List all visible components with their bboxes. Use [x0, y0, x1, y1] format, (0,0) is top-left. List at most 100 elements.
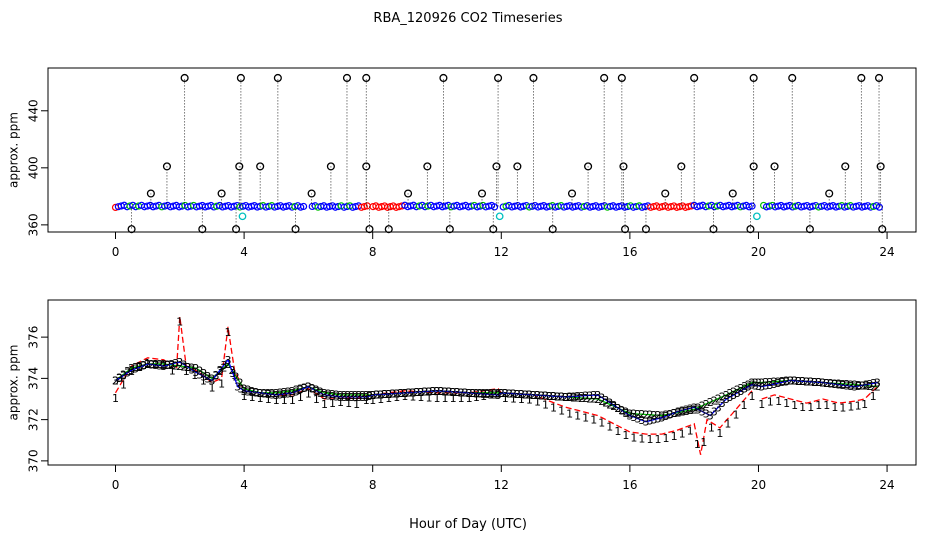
series-point-3: 3: [626, 410, 633, 423]
series-point-3: 3: [695, 403, 702, 416]
series-point-3: 3: [160, 360, 167, 373]
series-point-3: 3: [265, 388, 272, 401]
outlier-point: [746, 225, 755, 234]
series-point-3: 3: [835, 379, 842, 392]
series-point-3: 3: [156, 359, 163, 372]
series-point-2: 2: [188, 362, 195, 375]
series-point-1: 1: [671, 430, 678, 443]
figure-title: RBA_120926 CO2 Timeseries: [373, 11, 562, 26]
series-point-1: 1: [510, 393, 517, 406]
series-point-1: 1: [590, 413, 597, 426]
series-point-1: 1: [363, 394, 370, 407]
outlier-point: [307, 189, 316, 198]
series-point-1: 1: [870, 390, 877, 403]
series-point-3: 3: [168, 358, 175, 371]
series-point-2: 2: [691, 403, 698, 416]
series-point-3: 3: [642, 416, 649, 429]
series-point-2: 2: [176, 360, 183, 373]
series-point-2: 2: [269, 387, 276, 400]
outlier-point: [876, 162, 885, 171]
series-point-1: 1: [191, 369, 198, 382]
series-point-3: 3: [719, 397, 726, 410]
series-point-3: 3: [413, 386, 420, 399]
outlier-point: [617, 73, 626, 83]
series-point-3: 3: [249, 386, 256, 399]
series-point-3: 3: [469, 387, 476, 400]
series-point-3: 3: [405, 387, 412, 400]
outlier-point: [874, 73, 884, 83]
series-point-1: 1: [663, 432, 670, 445]
series-point-1: 1: [758, 398, 765, 411]
series-point-3: 3: [257, 387, 264, 400]
series-point-2: 2: [707, 396, 714, 409]
x-tick-label: 24: [879, 245, 894, 259]
series-point-1: 1: [409, 390, 416, 403]
series-point-1: 1: [861, 398, 868, 411]
outlier-point: [584, 162, 593, 171]
series-point-3: 3: [506, 387, 513, 400]
series-point-3: 3: [348, 391, 355, 404]
series-point-1: 1: [630, 432, 637, 445]
series-point-3: 3: [498, 387, 505, 400]
series-point-2: 2: [715, 392, 722, 405]
outlier-point: [362, 73, 371, 83]
series-point-1: 1: [458, 392, 465, 405]
series-point-3: 3: [277, 388, 284, 401]
series-point-2: 2: [866, 380, 873, 393]
series-point-1: 1: [534, 395, 541, 408]
series-point-3: 3: [352, 391, 359, 404]
series-point-3: 3: [241, 385, 248, 398]
series-point-2: 2: [741, 380, 748, 393]
series-point-2: 2: [723, 389, 730, 402]
series-point-1: 1: [749, 390, 756, 403]
series-point-2: 2: [196, 365, 203, 378]
series-point-3: 3: [538, 389, 545, 402]
series-point-2: 2: [771, 376, 778, 389]
outlier-point: [162, 162, 171, 171]
series-point-3: 3: [148, 358, 155, 371]
outlier-point: [494, 73, 503, 83]
series-point-3: 3: [530, 389, 537, 402]
outlier-point: [728, 189, 737, 198]
series-point-3: 3: [586, 389, 593, 402]
series-point-2: 2: [683, 405, 690, 418]
series-point-3: 3: [313, 385, 320, 398]
series-point-1: 1: [345, 397, 352, 410]
series-point-2: 2: [598, 395, 605, 408]
x-tick-label: 12: [494, 478, 509, 492]
series-point-1: 1: [329, 397, 336, 410]
series-point-1: 1: [473, 391, 480, 404]
series-point-2: 2: [606, 398, 613, 411]
series-point-2: 2: [337, 389, 344, 402]
series-point-3: 3: [234, 381, 241, 394]
y-tick-label: 370: [27, 449, 41, 472]
series-point-3: 3: [703, 407, 710, 420]
series-point-2: 2: [574, 392, 581, 405]
series-point-1: 1: [487, 389, 494, 402]
series-point-1: 1: [200, 375, 207, 388]
x-tick-label: 4: [240, 478, 248, 492]
series-point-1: 1: [257, 392, 264, 405]
series-point-3: 3: [293, 385, 300, 398]
outlier-point: [326, 162, 335, 171]
series-point-3: 3: [172, 357, 179, 370]
series-point-2: 2: [610, 400, 617, 413]
outlier-point: [180, 73, 189, 83]
series-point-1: 1: [679, 427, 686, 440]
series-point-3: 3: [429, 385, 436, 398]
series-point-1: 1: [208, 382, 215, 395]
series-point-3: 3: [225, 354, 232, 367]
x-tick-label: 4: [240, 245, 248, 259]
series-point-3: 3: [216, 364, 223, 377]
series-point-3: 3: [309, 383, 316, 396]
series-point-2: 2: [237, 377, 244, 390]
outlier-point: [423, 162, 432, 171]
series-point-3: 3: [273, 389, 280, 402]
series-point-2: 2: [204, 370, 211, 383]
series-point-3: 3: [791, 375, 798, 388]
series-point-2: 2: [200, 367, 207, 380]
series-point-3: 3: [164, 359, 171, 372]
series-point-3: 3: [196, 368, 203, 381]
series-point-2: 2: [281, 386, 288, 399]
